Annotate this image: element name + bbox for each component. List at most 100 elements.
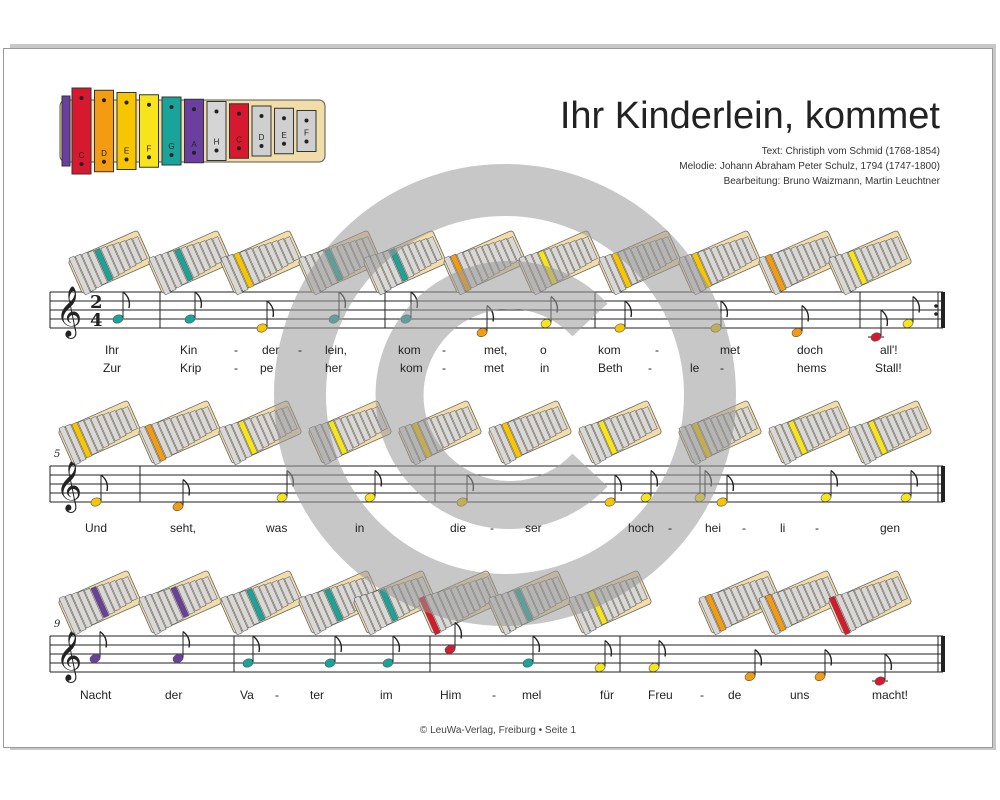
mini-bar: [161, 251, 183, 289]
xylophone-bar-label: A: [191, 140, 197, 149]
lyric-syllable: hei: [705, 521, 722, 535]
note-head-F: [594, 663, 606, 672]
mini-bar: [218, 425, 241, 466]
mini-bar: [244, 417, 264, 452]
mini-bar: [202, 576, 218, 602]
mini-bar: [148, 255, 171, 296]
note-flag: [910, 469, 919, 487]
mini-bar: [138, 425, 161, 466]
mini-bar: [202, 406, 218, 432]
mini-bar: [866, 584, 885, 615]
mini-bar: [885, 238, 903, 265]
mini-bar: [828, 255, 851, 296]
lyric-syllable: was: [266, 521, 288, 535]
mini-bar: [265, 582, 283, 612]
xylophone-bar-label: E: [281, 131, 286, 140]
lyric-syllable: -: [648, 361, 652, 375]
mini-bar: [736, 584, 755, 615]
xylophone-bar-G: [161, 96, 182, 166]
mini-xylophone-icon: [848, 400, 932, 466]
mini-bar: [623, 412, 641, 442]
note-flag: [100, 474, 109, 492]
bar-hole: [237, 111, 241, 116]
mini-bar: [758, 255, 781, 296]
time-signature-top: 2: [90, 292, 103, 313]
lyric-syllable: met,: [484, 343, 508, 357]
mini-bar: [563, 242, 581, 272]
mini-bar: [790, 245, 810, 279]
mini-bar: [420, 238, 438, 265]
lyric-syllable: -: [815, 521, 819, 535]
note-flag: [801, 304, 810, 322]
mini-xylophone-icon: [220, 230, 304, 296]
mini-xylophone-icon: [768, 400, 852, 466]
note-head-C: [870, 332, 882, 342]
mini-bar: [225, 423, 247, 462]
mini-bar: [109, 580, 127, 608]
note-head-G: [382, 658, 394, 668]
mini-bar: [912, 406, 928, 432]
mini-bar: [258, 584, 277, 615]
lyric-syllable: in: [540, 361, 550, 375]
note-flag: [614, 474, 623, 492]
mini-bar: [787, 419, 808, 455]
repeat-dot: [934, 312, 938, 316]
repeat-dot: [934, 304, 938, 308]
note-flag: [650, 469, 659, 487]
note-flag: [726, 474, 735, 492]
mini-bar: [271, 580, 289, 608]
mini-bar: [334, 417, 354, 452]
mini-bar: [899, 410, 917, 438]
note-head-E: [614, 323, 626, 333]
xylophone-bar-C: [71, 87, 92, 175]
lyric-syllable: Zur: [103, 361, 121, 375]
mini-bar: [122, 576, 138, 602]
mini-bar: [231, 421, 253, 459]
mini-bar: [263, 412, 281, 442]
note-head-E: [256, 323, 268, 333]
treble-clef-icon: 𝄞: [56, 630, 82, 683]
note-flag: [884, 653, 893, 671]
mini-bar: [443, 412, 461, 442]
mini-bar: [501, 421, 523, 459]
mini-bar: [109, 410, 127, 438]
mini-bar: [256, 414, 275, 445]
bar-hole: [282, 116, 286, 121]
note-head-E: [716, 497, 728, 507]
mini-bar: [710, 245, 730, 279]
mini-bar: [539, 410, 557, 438]
note-head-c: [444, 645, 456, 654]
mini-bar: [132, 236, 148, 262]
mini-bar: [819, 410, 837, 438]
mini-bar: [151, 421, 173, 459]
mini-bar: [854, 587, 874, 622]
mini-bar: [360, 593, 382, 632]
mini-bar: [239, 249, 260, 285]
note-flag: [99, 630, 108, 648]
mini-bar: [298, 595, 321, 636]
mini-bar: [366, 591, 388, 629]
mini-bar: [408, 242, 426, 272]
copyright-watermark-icon: [274, 164, 736, 626]
mini-bar: [284, 576, 300, 602]
mini-bar: [77, 419, 98, 455]
mini-bar: [327, 419, 348, 455]
mini-xylophone-icon: [758, 230, 842, 296]
bar-hole: [102, 98, 106, 103]
mini-bar: [526, 414, 545, 445]
mini-bar: [796, 244, 815, 275]
treble-clef-icon: 𝄞: [56, 286, 82, 339]
lyric-syllable: ter: [310, 688, 325, 702]
mini-bar: [125, 238, 143, 265]
mini-bar: [809, 580, 827, 608]
lyric-syllable: -: [720, 361, 724, 375]
note-head-G: [184, 314, 196, 324]
lyric-syllable: Und: [85, 521, 108, 535]
mini-bar: [514, 417, 534, 452]
mini-bar: [330, 585, 350, 619]
xylophone-bar-D: [251, 105, 272, 157]
mini-bar: [800, 415, 820, 449]
note-head-D: [476, 328, 488, 337]
note-head-F: [648, 663, 660, 672]
mini-bar: [189, 580, 207, 608]
